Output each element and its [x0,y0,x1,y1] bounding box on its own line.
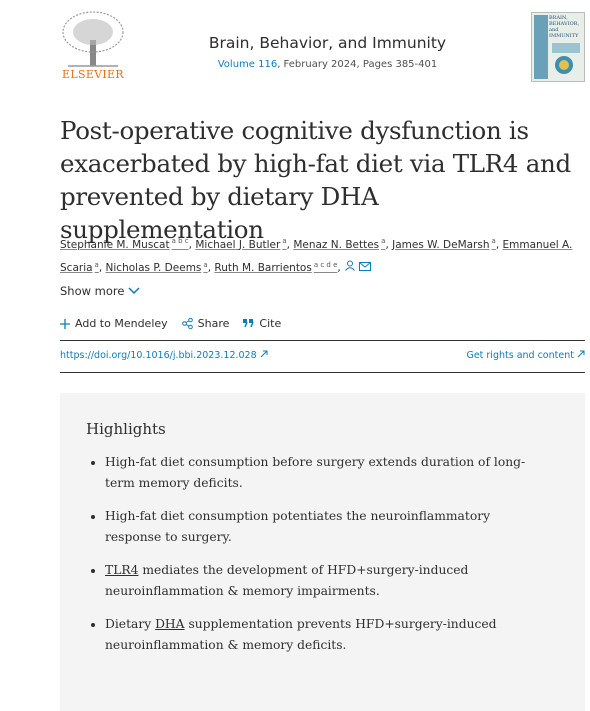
author-name-text[interactable]: Michael J. Butler [195,238,281,251]
highlight-item: High-fat diet consumption potentiates th… [105,506,535,548]
journal-cover[interactable] [531,12,585,82]
publisher-logo[interactable] [60,10,126,84]
highlight-text: High-fat diet consumption potentiates th… [105,509,491,544]
author-entry: James W. DeMarsh a [392,237,502,251]
author-name[interactable]: Ruth M. Barrientos a c d e [214,260,338,275]
show-more[interactable]: Show more [60,284,140,298]
divider [60,340,585,341]
plus-icon [60,318,70,329]
highlights-list: High-fat diet consumption before surgery… [86,452,535,668]
author-name[interactable]: Stephanie M. Muscat a b c [60,237,189,251]
author-entry: Michael J. Butler a [195,237,293,251]
chevron-icon [128,287,140,295]
affiliation: a [94,260,99,269]
publisher-name: ELSEVIER [62,68,124,81]
rights-link[interactable]: Get rights and content [466,350,574,361]
highlight-item: Dietary DHA supplementation prevents HFD… [105,614,535,656]
affiliation: a b c [171,237,189,245]
author-name-text[interactable]: Ruth M. Barrientos [214,262,312,274]
journal-name[interactable]: Brain, Behavior, and Immunity [208,34,447,52]
author-icons [344,260,372,274]
article-title: Post-operative cognitive dysfunction is … [60,116,571,244]
author-name[interactable]: Michael J. Butler a [195,237,287,251]
quote-icon [243,319,255,328]
action-label[interactable]: Add to Mendeley [75,317,168,330]
author-name[interactable]: James W. DeMarsh a [392,237,496,251]
author-name[interactable]: Menaz N. Bettes a [293,237,386,251]
author-entry: Menaz N. Bettes a [293,237,392,251]
author-name-text[interactable]: Stephanie M. Muscat [60,238,170,251]
mendeley-button[interactable]: Add to Mendeley [60,317,168,330]
email-icon[interactable] [359,261,372,271]
show-more-label[interactable]: Show more [60,284,125,298]
highlight-text: Dietary [105,617,156,631]
author-entry: Ruth M. Barrientos a c d e [214,260,344,275]
affiliation: a c d e [313,260,338,269]
author-name-text[interactable]: Menaz N. Bettes [293,238,380,251]
highlights-heading: Highlights [86,420,166,438]
doi[interactable]: https://doi.org/10.1016/j.bbi.2023.12.02… [60,350,268,361]
keyword-link[interactable]: DHA [155,617,185,631]
share-icon [181,318,193,329]
issue-info: , February 2024, Pages 385-401 [277,59,438,70]
affiliation: a [491,237,496,245]
action-label[interactable]: Share [197,317,230,330]
person-icon[interactable] [344,260,356,271]
cover-title: BRAIN, BEHAVIOR, and IMMUNITY [549,15,580,39]
highlights-box: Highlights High-fat diet consumption bef… [60,393,585,711]
keyword-link[interactable]: TLR4 [105,563,139,577]
author-name-text[interactable]: Nicholas P. Deems [105,262,202,274]
author-entry: Stephanie M. Muscat a b c [60,237,195,251]
volume-info: Volume 116, February 2024, Pages 385-401 [140,59,515,70]
author-name-text[interactable]: Emmanuel A. Scaria [60,238,573,275]
action-bar: Add to Mendeley Share Cite [60,317,281,330]
affiliation: a [282,237,287,245]
cite-button[interactable]: Cite [243,317,281,330]
rights[interactable]: Get rights and content [466,350,585,361]
affiliation: a [203,260,208,269]
affiliation: a [381,237,386,245]
external-icon [260,350,268,358]
divider [60,372,585,373]
author-name[interactable]: Nicholas P. Deems a [105,260,208,275]
author-name[interactable]: Emmanuel A. Scaria a [60,239,572,275]
highlight-text: mediates the development of HFD+surgery-… [105,563,469,598]
external-icon [577,350,585,358]
action-label[interactable]: Cite [259,317,282,330]
author-entry: Nicholas P. Deems a [105,260,215,275]
highlight-item: TLR4 mediates the development of HFD+sur… [105,560,535,602]
author-name-text[interactable]: James W. DeMarsh [392,238,490,251]
highlight-item: High-fat diet consumption before surgery… [105,452,535,494]
highlight-text: High-fat diet consumption before surgery… [105,455,526,490]
doi-link[interactable]: https://doi.org/10.1016/j.bbi.2023.12.02… [60,350,257,361]
volume-link[interactable]: Volume 116 [217,59,278,70]
highlight-text: supplementation prevents HFD+surgery-ind… [105,617,497,652]
share-button[interactable]: Share [181,317,230,330]
